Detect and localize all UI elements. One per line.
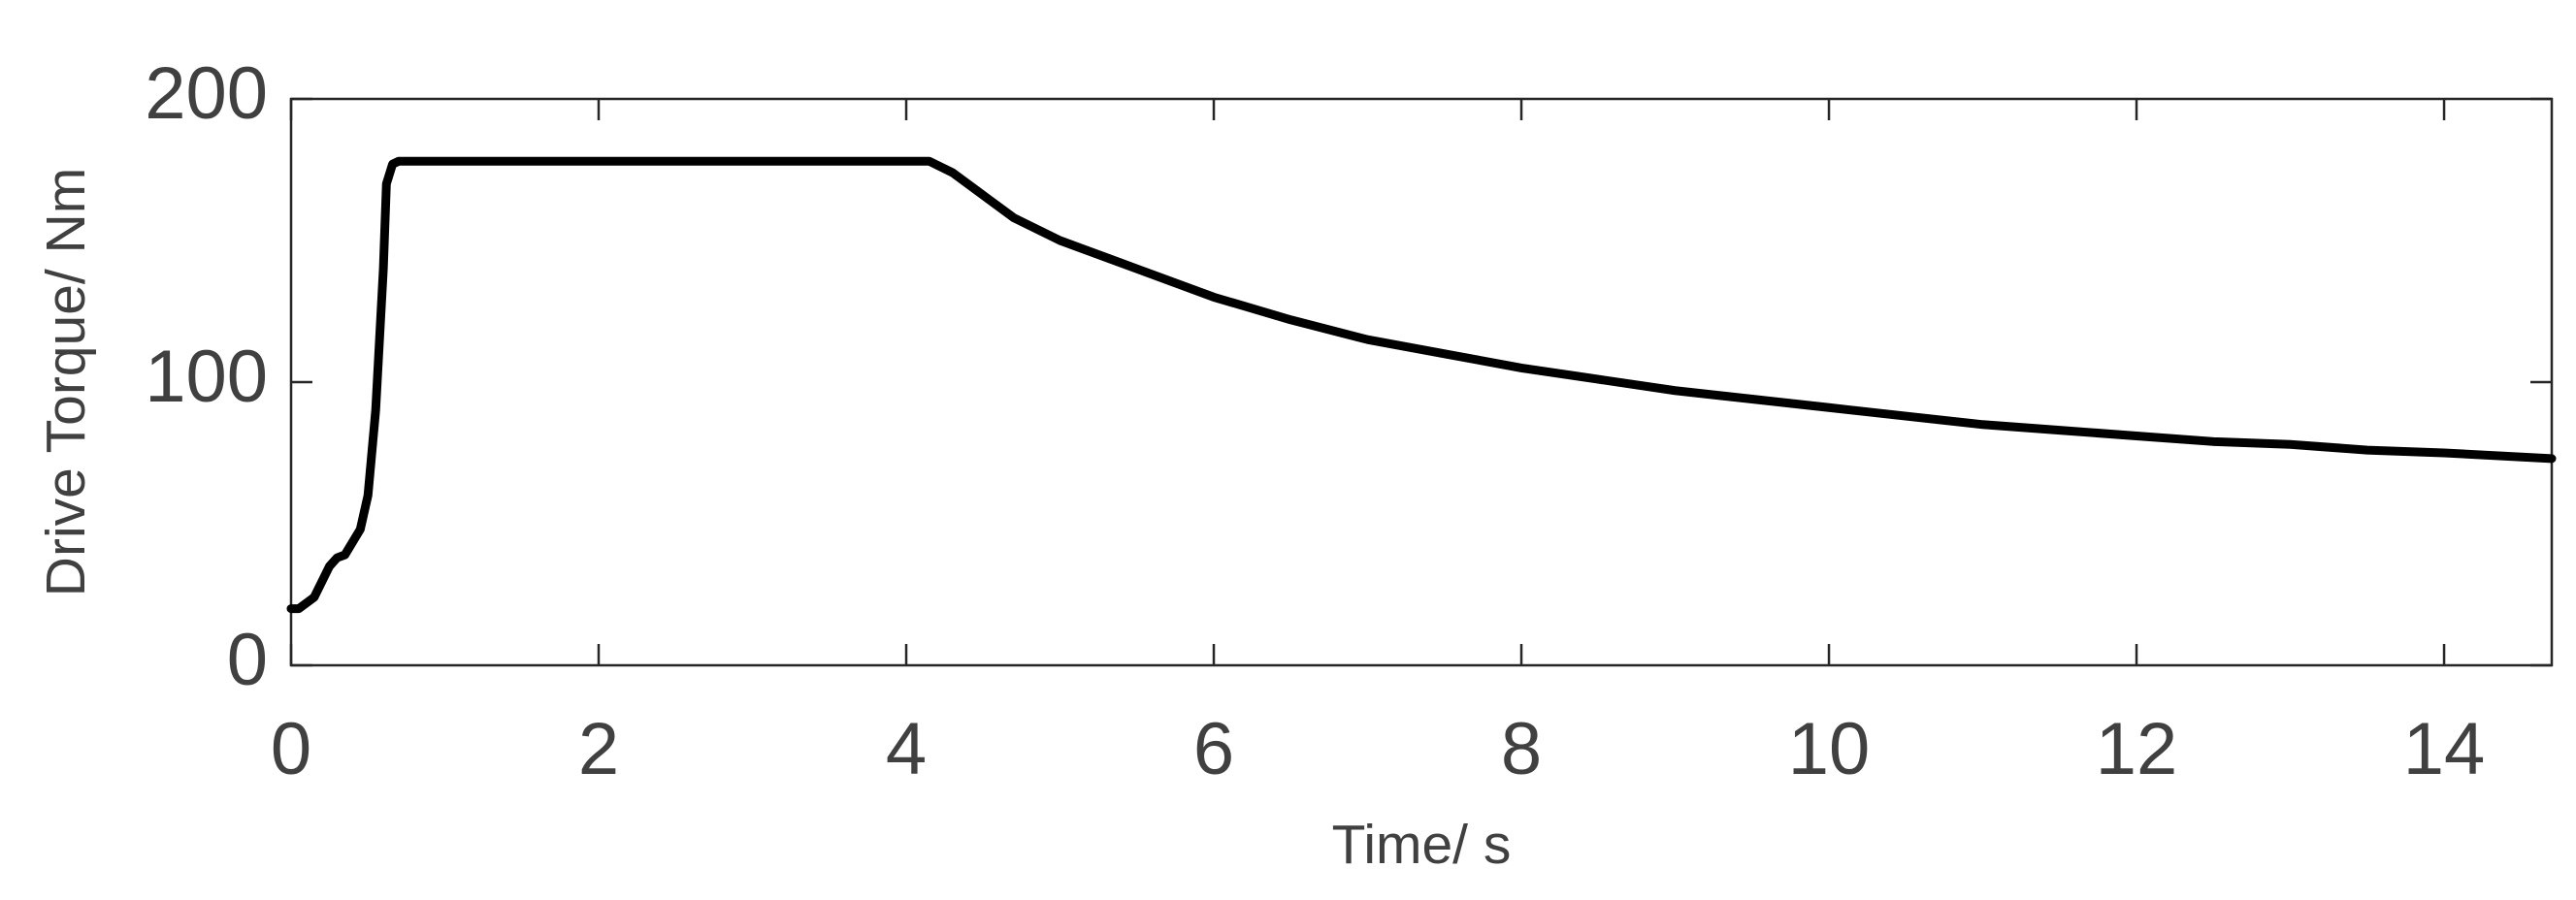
y-tick-label: 0 — [227, 619, 268, 701]
x-tick-label: 8 — [1501, 708, 1542, 790]
y-tick-label: 100 — [145, 336, 268, 418]
y-tick-label: 200 — [145, 52, 268, 135]
x-tick-label: 6 — [1193, 708, 1234, 790]
line — [286, 156, 2557, 614]
x-tick-label: 14 — [2403, 708, 2486, 790]
x-tick-label: 12 — [2096, 708, 2178, 790]
x-tick-label: 4 — [886, 708, 927, 790]
x-tick-label: 0 — [271, 708, 311, 790]
x-tick-label: 10 — [1788, 708, 1871, 790]
plot-frame — [289, 97, 2554, 667]
y-axis-label: Drive Torque/ Nm — [35, 168, 97, 596]
x-tick-label: 2 — [578, 708, 619, 790]
x-axis-label: Time/ s — [1332, 814, 1512, 876]
